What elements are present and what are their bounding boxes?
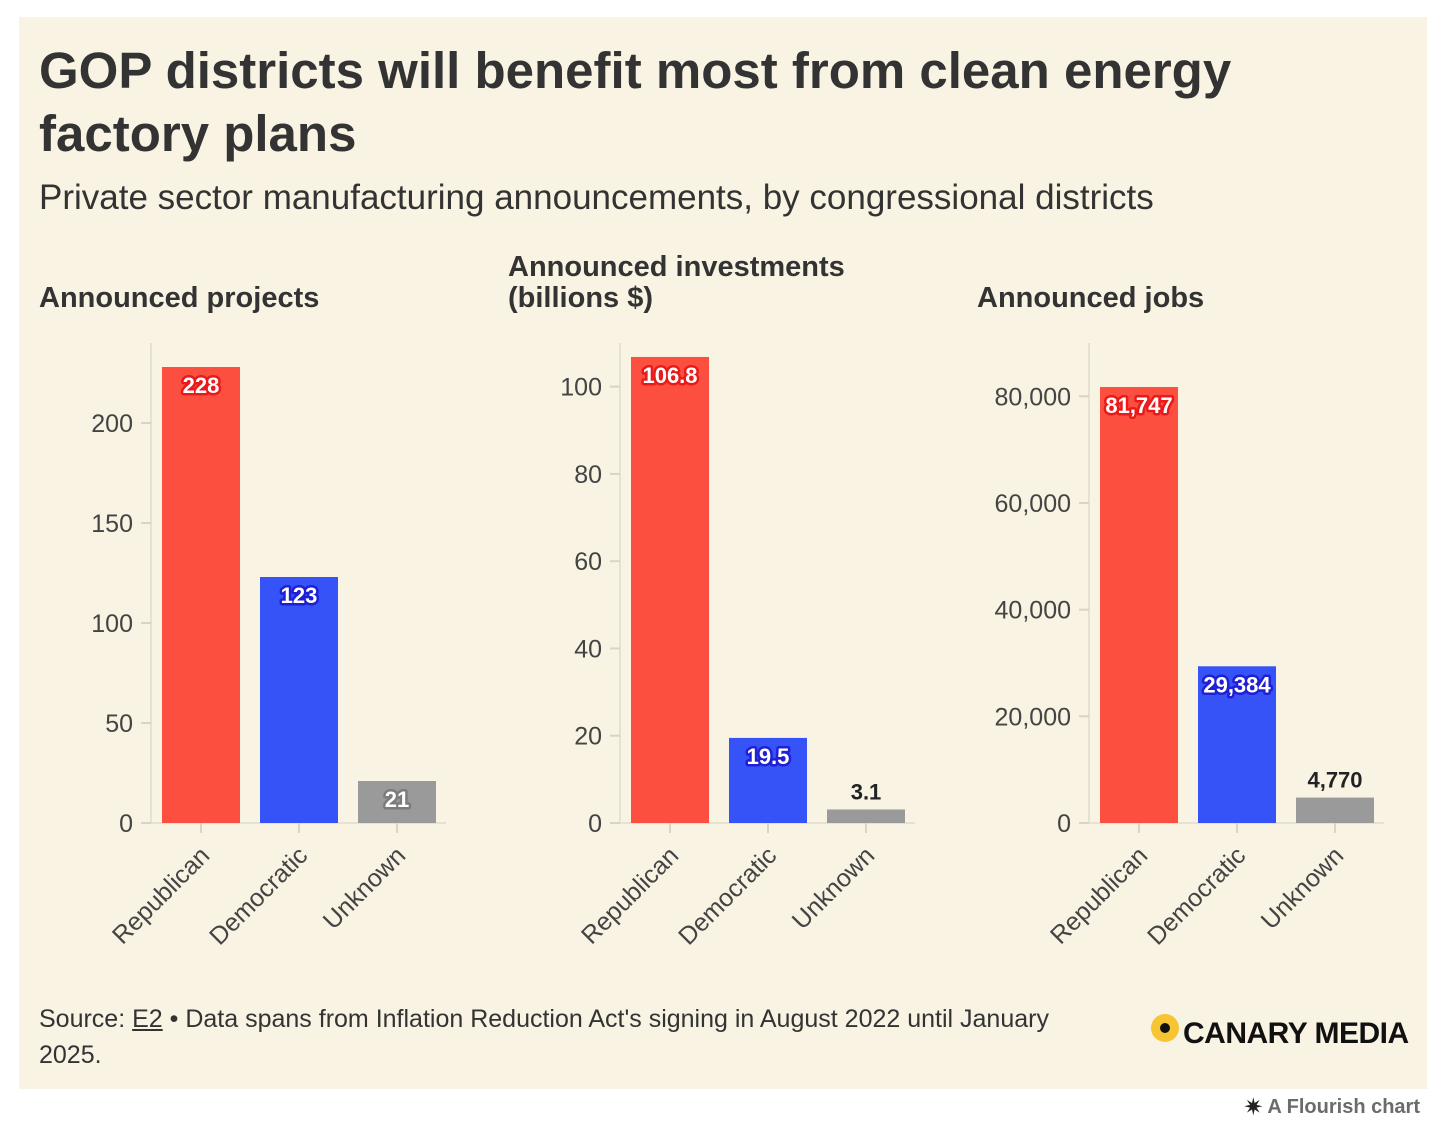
chart-card: GOP districts will benefit most from cle… — [19, 17, 1427, 1089]
investments-y-tick-label: 80 — [574, 461, 602, 489]
chart-subtitle: Private sector manufacturing announcemen… — [39, 178, 1154, 217]
canary-dot-icon — [1151, 1014, 1179, 1042]
bar-charts: 050100150200228Republican123Democratic21… — [91, 343, 1384, 951]
source-link[interactable]: E2 — [132, 1005, 163, 1033]
jobs-y-tick-label: 60,000 — [995, 490, 1071, 518]
projects-bar-unknown — [358, 781, 436, 823]
source-prefix: Source: — [39, 1005, 133, 1033]
jobs-category-label-unknown: Unknown — [1256, 841, 1350, 935]
brand-name: CANARY MEDIA — [1183, 1017, 1409, 1050]
projects-value-label-unknown: 21 — [385, 787, 409, 812]
jobs-y-tick-label: 40,000 — [995, 597, 1071, 625]
source-note: Source: E2 • Data spans from Inflation R… — [39, 1001, 1099, 1073]
jobs-value-label-republican: 81,747 — [1105, 393, 1172, 418]
investments-y-tick-label: 60 — [574, 548, 602, 576]
panel-title-jobs: Announced jobs — [977, 283, 1407, 314]
flourish-star-icon: ✷ — [1243, 1094, 1264, 1121]
projects-y-tick-label: 50 — [105, 710, 133, 738]
panel-title-investments: Announced investments (billions $) — [508, 252, 938, 314]
jobs-bar-democratic — [1198, 666, 1276, 823]
source-details: • Data spans from Inflation Reduction Ac… — [39, 1005, 1049, 1069]
jobs-category-label-democratic: Democratic — [1142, 841, 1251, 950]
projects-value-label-republican: 228 — [183, 373, 220, 398]
investments-value-label-democratic: 19.5 — [747, 744, 790, 769]
investments-category-label-republican: Republican — [576, 841, 684, 949]
flourish-credit-text: A Flourish chart — [1267, 1096, 1420, 1118]
jobs-y-tick-label: 80,000 — [995, 383, 1071, 411]
panel-title-projects: Announced projects — [39, 283, 469, 314]
projects-category-label-unknown: Unknown — [318, 841, 412, 935]
projects-category-label-republican: Republican — [107, 841, 215, 949]
jobs-value-label-democratic: 29,384 — [1203, 672, 1271, 697]
projects-value-label-democratic: 123 — [281, 583, 318, 608]
projects-y-tick-label: 200 — [91, 410, 133, 438]
investments-bar-unknown — [827, 809, 905, 823]
panel-title-investments-line-2: (billions $) — [508, 282, 653, 314]
projects-bar-republican — [162, 367, 240, 823]
jobs-category-label-republican: Republican — [1045, 841, 1153, 949]
investments-y-tick-label: 40 — [574, 635, 602, 663]
jobs-bar-republican — [1100, 387, 1178, 823]
investments-y-tick-label: 100 — [560, 374, 602, 402]
panel-title-jobs-line: Announced jobs — [977, 282, 1205, 314]
investments-bar-republican — [631, 356, 709, 823]
jobs-y-tick-label: 0 — [1057, 810, 1071, 838]
investments-y-tick-label: 0 — [588, 810, 602, 838]
investments-category-label-democratic: Democratic — [673, 841, 782, 950]
projects-y-tick-label: 0 — [119, 810, 133, 838]
projects-bar-democratic — [260, 577, 338, 823]
flourish-credit[interactable]: ✷ A Flourish chart — [1243, 1093, 1420, 1122]
investments-category-label-unknown: Unknown — [787, 841, 881, 935]
panel-title-investments-line-1: Announced investments — [508, 251, 845, 283]
investments-value-label-republican: 106.8 — [642, 363, 697, 388]
investments-bar-democratic — [729, 737, 807, 823]
projects-y-tick-label: 100 — [91, 610, 133, 638]
projects-y-tick-label: 150 — [91, 510, 133, 538]
jobs-value-label-unknown: 4,770 — [1307, 768, 1362, 793]
projects-category-label-democratic: Democratic — [204, 841, 313, 950]
investments-value-label-unknown: 3.1 — [851, 779, 882, 804]
canary-media-logo[interactable]: CANARY MEDIA — [1151, 1010, 1409, 1058]
chart-title: GOP districts will benefit most from cle… — [39, 42, 1232, 162]
panel-title-projects-line: Announced projects — [39, 282, 320, 314]
jobs-y-tick-label: 20,000 — [995, 703, 1071, 731]
investments-y-tick-label: 20 — [574, 723, 602, 751]
jobs-bar-unknown — [1296, 797, 1374, 823]
